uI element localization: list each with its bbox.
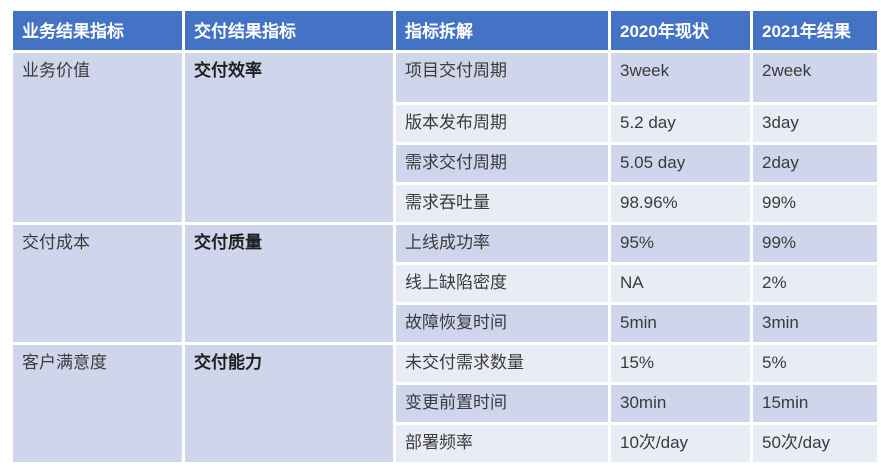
metric-name-cell: 需求交付周期 [396,145,608,182]
value-2020-cell: NA [611,265,750,302]
value-2020-cell: 5.05 day [611,145,750,182]
metric-name-cell: 上线成功率 [396,225,608,262]
value-2021-cell: 2% [753,265,877,302]
value-2021-cell: 99% [753,225,877,262]
value-2021-cell: 50次/day [753,425,877,462]
metric-name-cell: 线上缺陷密度 [396,265,608,302]
table-row: 线上缺陷密度 NA 2% [13,265,877,302]
value-2021-cell: 15min [753,385,877,422]
table-row: 变更前置时间 30min 15min [13,385,877,422]
table-row: 交付成本 交付质量 上线成功率 95% 99% [13,225,877,342]
col-header-business-result: 业务结果指标 [13,11,182,50]
business-indicator-cell: 交付成本 [13,225,182,342]
table-row: 需求交付周期 5.05 day 2day [13,145,877,182]
delivery-indicator-cell: 交付效率 [185,53,393,222]
col-header-metric-breakdown: 指标拆解 [396,11,608,50]
col-header-2020-status: 2020年现状 [611,11,750,50]
table-row: 故障恢复时间 5min 3min [13,305,877,342]
metric-name-cell: 部署频率 [396,425,608,462]
value-2021-cell: 99% [753,185,877,222]
col-header-delivery-result: 交付结果指标 [185,11,393,50]
metric-name-cell: 需求吞吐量 [396,185,608,222]
metric-name-cell: 项目交付周期 [396,53,608,102]
table-row: 需求吞吐量 98.96% 99% [13,185,877,222]
value-2021-cell: 3day [753,105,877,142]
table-row: 客户满意度 交付能力 未交付需求数量 15% 5% [13,345,877,462]
value-2020-cell: 98.96% [611,185,750,222]
value-2020-cell: 5min [611,305,750,342]
value-2020-cell: 3week [611,53,750,102]
col-header-2021-result: 2021年结果 [753,11,877,50]
value-2021-cell: 2day [753,145,877,182]
value-2020-cell: 30min [611,385,750,422]
value-2020-cell: 95% [611,225,750,262]
table-row: 版本发布周期 5.2 day 3day [13,105,877,142]
table-row: 业务价值 交付效率 项目交付周期 3week 2week [13,53,877,222]
value-2020-cell: 15% [611,345,750,382]
value-2021-cell: 5% [753,345,877,382]
table-row: 部署频率 10次/day 50次/day [13,425,877,462]
value-2021-cell: 2week [753,53,877,102]
delivery-metrics-table: 业务结果指标 交付结果指标 指标拆解 2020年现状 2021年结果 业务价值 … [10,8,880,465]
value-2020-cell: 5.2 day [611,105,750,142]
delivery-indicator-cell: 交付质量 [185,225,393,342]
value-2020-cell: 10次/day [611,425,750,462]
metric-name-cell: 故障恢复时间 [396,305,608,342]
business-indicator-cell: 业务价值 [13,53,182,222]
metric-name-cell: 版本发布周期 [396,105,608,142]
metric-name-cell: 变更前置时间 [396,385,608,422]
delivery-indicator-cell: 交付能力 [185,345,393,462]
header-row: 业务结果指标 交付结果指标 指标拆解 2020年现状 2021年结果 [13,11,877,50]
metric-name-cell: 未交付需求数量 [396,345,608,382]
business-indicator-cell: 客户满意度 [13,345,182,462]
value-2021-cell: 3min [753,305,877,342]
